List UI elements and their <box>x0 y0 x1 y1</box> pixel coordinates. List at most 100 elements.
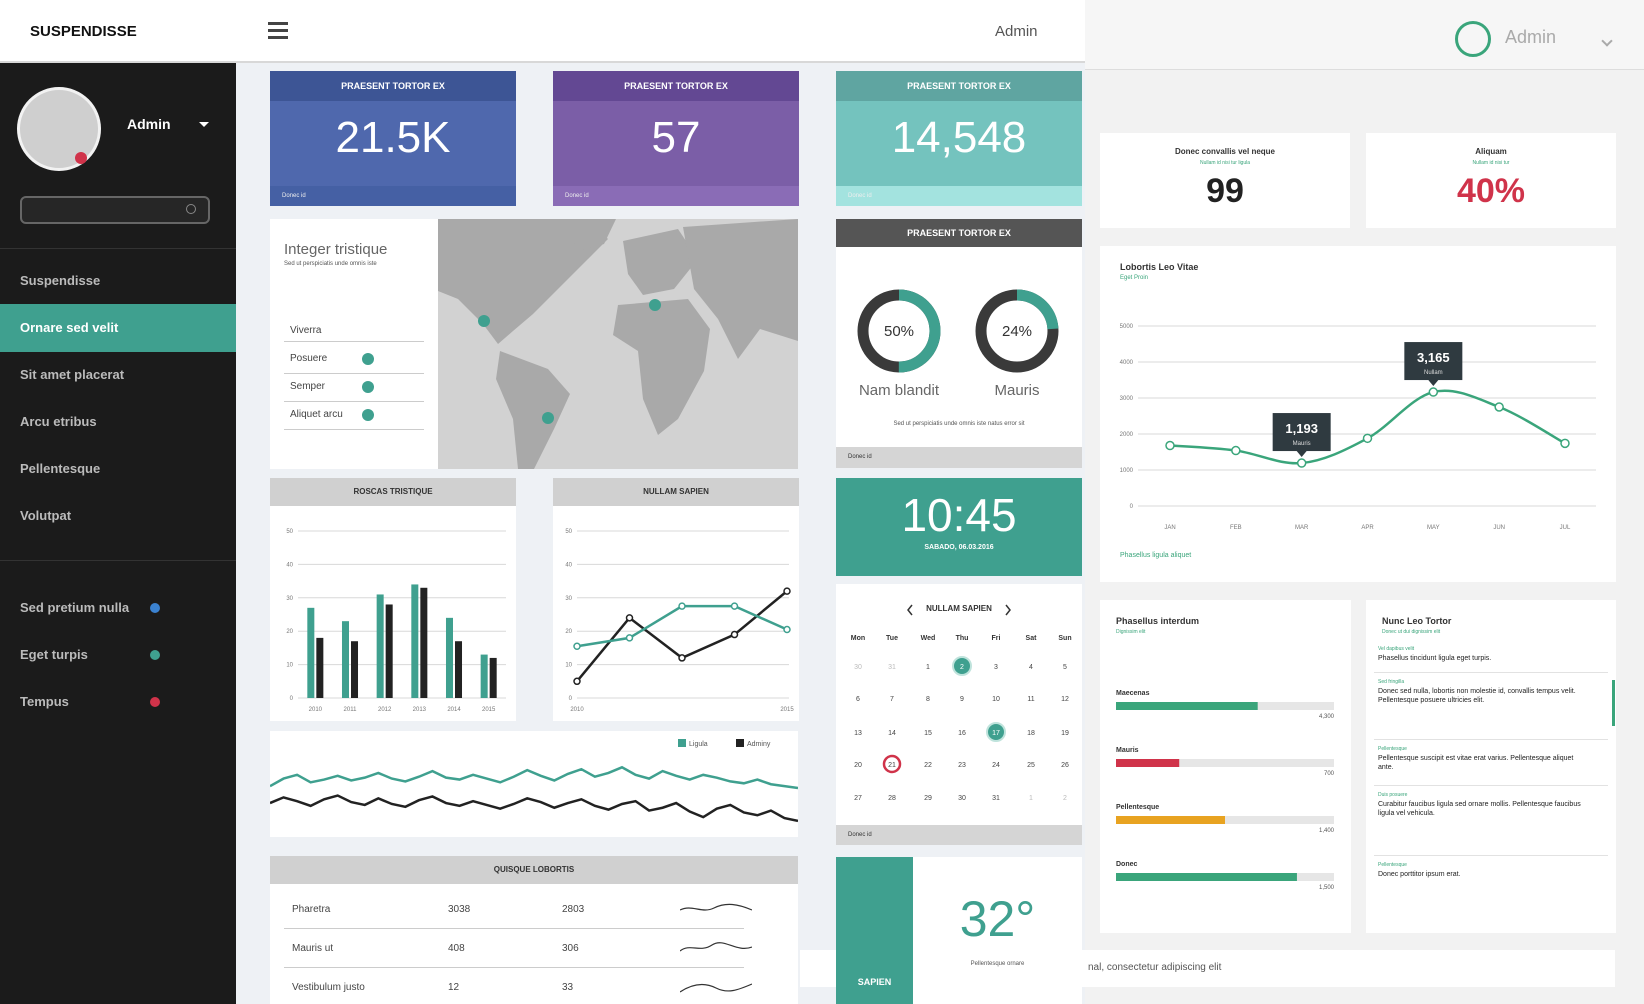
calendar-day[interactable]: 22 <box>924 762 932 769</box>
calendar-day[interactable]: 14 <box>888 730 896 737</box>
calendar-day[interactable]: 27 <box>854 795 862 802</box>
list-line <box>284 429 424 430</box>
calendar-day[interactable]: 19 <box>1061 730 1069 737</box>
menu-item[interactable]: Ornare sed velit <box>20 320 119 335</box>
calendar-day[interactable]: 1 <box>1029 795 1033 802</box>
calendar-day[interactable]: 13 <box>854 730 862 737</box>
search-box[interactable] <box>20 196 210 224</box>
bar <box>480 654 488 698</box>
progress-bar <box>1116 816 1334 824</box>
calendar-day[interactable]: 18 <box>1027 730 1035 737</box>
bar <box>385 604 393 698</box>
table-cell: Mauris ut <box>292 943 334 954</box>
table-line <box>284 967 744 968</box>
menu-item[interactable]: Sit amet placerat <box>20 367 125 382</box>
calendar-day[interactable]: 25 <box>1027 762 1035 769</box>
x-tick-label: JUN <box>1493 525 1505 531</box>
progress-bar <box>1116 759 1334 767</box>
legend-label: Adminy <box>747 741 771 748</box>
list-line <box>284 401 424 402</box>
calendar-day[interactable]: 30 <box>958 795 966 802</box>
x-tick-label: 2013 <box>413 707 427 713</box>
card-header: NULLAM SAPIEN <box>553 478 799 506</box>
sparkline <box>680 942 752 952</box>
menu-toggle[interactable] <box>268 22 288 40</box>
right-user[interactable]: Admin <box>1505 27 1557 47</box>
label-item[interactable]: Eget turpis <box>20 647 88 662</box>
stat-value: 40% <box>1456 172 1526 210</box>
calendar-day[interactable]: 3 <box>994 664 998 671</box>
label-item[interactable]: Tempus <box>20 694 69 709</box>
calendar-day[interactable]: 23 <box>958 762 966 769</box>
calendar-day[interactable]: 20 <box>854 762 862 769</box>
feed-meta: Pellentesque <box>1378 862 1407 868</box>
list-check <box>362 409 374 421</box>
x-tick-label: JAN <box>1164 525 1175 531</box>
callout-pointer <box>1296 451 1307 458</box>
table-cell: Pharetra <box>292 904 331 915</box>
continent <box>563 219 616 251</box>
table-card: QUISQUE LOBORTIS Pharetra 3038 2803 Mauris u… <box>270 856 798 1004</box>
line-marker <box>573 677 581 686</box>
map-title: Integer tristique <box>284 241 388 258</box>
calendar-day[interactable]: 30 <box>854 664 862 671</box>
calendar-day[interactable]: 31 <box>888 664 896 671</box>
calendar-day[interactable]: 4 <box>1029 664 1033 671</box>
calendar-day[interactable]: 2 <box>1063 795 1067 802</box>
calendar-day[interactable]: 1 <box>926 664 930 671</box>
progress-track <box>1116 759 1334 767</box>
line-marker <box>678 654 686 662</box>
callout-box <box>1272 413 1331 452</box>
calendar-day[interactable]: 10 <box>992 696 1000 703</box>
table-cell: 408 <box>448 943 465 954</box>
menu-item[interactable]: Suspendisse <box>20 273 101 288</box>
calendar-day[interactable]: 26 <box>1061 762 1069 769</box>
calendar-day[interactable]: 17 <box>992 730 1000 737</box>
progress-label: Donec <box>1116 861 1138 868</box>
weather-note: Pellentesque ornare <box>970 961 1025 967</box>
calendar-day[interactable]: 15 <box>924 730 932 737</box>
chart-subtitle: Eget Proin <box>1120 275 1149 281</box>
tile-footer: Donec id <box>553 186 799 206</box>
trend-chart: 0 1000 2000 3000 4000 5000 JAN FEB MAR APR MAY JUN J… <box>1120 324 1596 531</box>
x-tick-label: JUL <box>1560 525 1571 531</box>
calendar-day[interactable]: 16 <box>958 730 966 737</box>
callout-note: Nullam <box>1424 370 1443 376</box>
menu-item[interactable]: Volutpat <box>20 508 72 523</box>
progress-fill <box>1116 702 1258 710</box>
label-item[interactable]: Sed pretium nulla <box>20 600 130 615</box>
calendar-day[interactable]: 2 <box>960 664 964 671</box>
calendar-day[interactable]: 9 <box>960 696 964 703</box>
menu-item[interactable]: Pellentesque <box>20 461 101 476</box>
weekday: Tue <box>886 635 898 642</box>
stat-title: Donec convallis vel neque <box>1174 147 1276 156</box>
calendar-day[interactable]: 11 <box>1027 696 1034 703</box>
day-today <box>882 754 902 774</box>
progress-card: Phasellus interdum Dignissim elit Maecenas… <box>1100 600 1351 933</box>
card-subtitle: Donec ut dui dignissim elit <box>1382 629 1441 635</box>
calendar-day[interactable]: 29 <box>924 795 932 802</box>
weather-card: SAPIEN 32° Pellentesque ornare <box>836 857 1082 1004</box>
calendar-day[interactable]: 6 <box>856 696 860 703</box>
progress-label: Pellentesque <box>1116 804 1160 811</box>
calendar-day[interactable]: 28 <box>888 795 896 802</box>
right-header <box>1085 0 1644 70</box>
callout-value: 1,193 <box>1285 421 1318 436</box>
bar <box>351 641 359 698</box>
line-marker <box>783 625 791 634</box>
calendar-day[interactable]: 24 <box>992 762 1000 769</box>
calendar-day[interactable]: 5 <box>1063 664 1067 671</box>
calendar-day[interactable]: 21 <box>888 762 896 769</box>
calendar-day[interactable]: 8 <box>926 696 930 703</box>
top-bar: SUSPENDISSE Admin <box>0 0 1085 63</box>
menu-item[interactable]: Arcu etribus <box>20 414 97 429</box>
menu-toggle-bar <box>268 22 288 25</box>
y-tick-label: 20 <box>565 629 572 635</box>
weekday: Sun <box>1058 635 1071 642</box>
calendar-day[interactable]: 31 <box>992 795 1000 802</box>
line-marker <box>678 602 686 610</box>
calendar-day[interactable]: 12 <box>1061 696 1069 703</box>
x-tick-label: 2014 <box>447 707 461 713</box>
calendar-day[interactable]: 7 <box>890 696 894 703</box>
calendar-title: NULLAM SAPIEN <box>926 604 992 613</box>
